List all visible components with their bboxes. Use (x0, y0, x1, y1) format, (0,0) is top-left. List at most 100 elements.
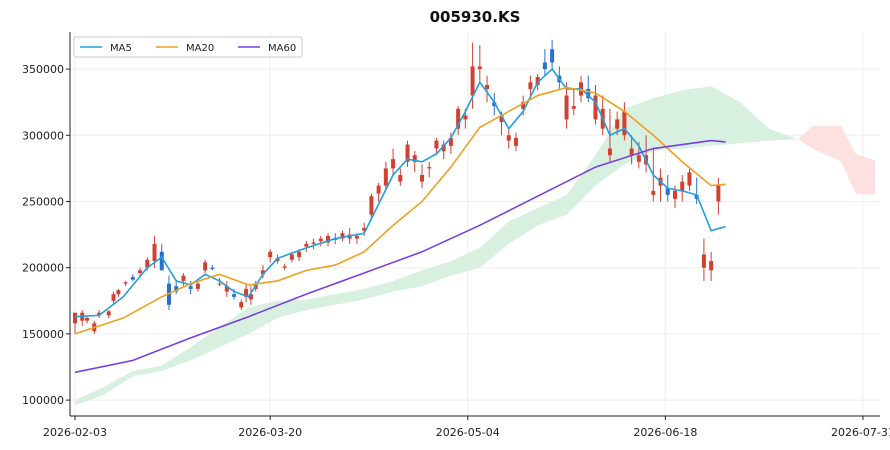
candle-body (369, 196, 374, 215)
candle-body (506, 135, 511, 141)
candle-body (159, 251, 164, 271)
candle-body (607, 148, 612, 156)
candle-body (521, 102, 526, 109)
candle-body (188, 286, 193, 289)
candle-body (304, 243, 309, 247)
x-tick-label: 2026-05-04 (436, 426, 500, 439)
candle-body (123, 282, 128, 284)
candle-body (564, 95, 569, 120)
candle-body (636, 155, 641, 162)
candle-body (282, 266, 287, 268)
x-tick-label: 2026-02-03 (43, 426, 107, 439)
y-tick-label: 350000 (22, 63, 64, 76)
candle-body (528, 82, 533, 89)
candle-body (85, 318, 90, 321)
candle-body (383, 168, 388, 186)
candle-body (210, 267, 215, 270)
candle-body (665, 188, 670, 195)
legend: MA5 MA20 MA60 (73, 36, 303, 58)
moving-averages (74, 67, 726, 374)
candle-body (340, 233, 345, 239)
candle-body (542, 62, 547, 70)
candle-body (376, 185, 381, 194)
candle-body (217, 283, 222, 285)
candle-body (419, 175, 424, 182)
candle-body (448, 137, 453, 146)
candle-body (593, 95, 598, 120)
candle-body (318, 238, 323, 242)
candle-body (456, 108, 461, 129)
candle-body (275, 258, 280, 262)
candle-body (622, 111, 627, 136)
candle-body (203, 262, 208, 271)
x-tick-label: 2026-03-20 (238, 426, 302, 439)
candle-body (97, 312, 102, 316)
y-tick-label: 100000 (22, 394, 64, 407)
candle-body (513, 137, 518, 146)
candle-body (73, 312, 77, 324)
candle-body (398, 175, 403, 182)
candle-body (181, 275, 186, 281)
candle-body (470, 66, 475, 96)
candle-body (232, 294, 237, 297)
legend-label: MA20 (186, 43, 214, 54)
candle-body (701, 254, 706, 268)
candle-body (106, 311, 111, 316)
candle-body (268, 251, 273, 258)
cloud-bullish (75, 86, 798, 406)
axes: 100000 150000 200000 250000 300000 350000 2026… (22, 32, 890, 439)
y-tick-label: 250000 (22, 195, 64, 208)
candle-body (116, 290, 121, 295)
chart-title: 005930.KS (430, 8, 521, 26)
line-ma20 (74, 86, 726, 335)
line-ma60 (74, 139, 726, 374)
line-ma5 (74, 67, 726, 318)
candle-body (477, 66, 482, 70)
x-tick-label: 2026-06-18 (633, 426, 697, 439)
candle-body (651, 190, 656, 195)
candle-body (673, 190, 677, 199)
candle-body (550, 49, 555, 63)
candle-body (492, 102, 497, 107)
legend-label: MA60 (268, 43, 296, 54)
candle-body (195, 283, 200, 289)
candle-body (441, 144, 446, 152)
legend-label: MA5 (110, 43, 132, 54)
candle-body (311, 242, 316, 244)
candle-body (687, 172, 692, 186)
candle-body (224, 286, 229, 292)
y-tick-label: 300000 (22, 129, 64, 142)
candle-body (412, 155, 417, 162)
candle-body (535, 77, 540, 85)
candle-body (586, 88, 591, 99)
y-tick-label: 200000 (22, 262, 64, 275)
candle-body (680, 181, 685, 191)
x-tick-label: 2026-07-31 (831, 426, 890, 439)
candle-body (709, 261, 714, 271)
y-tick-label: 150000 (22, 328, 64, 341)
candle-body (244, 288, 249, 297)
candle-body (174, 286, 179, 292)
candle-body (615, 119, 620, 129)
ichimoku-cloud (75, 86, 875, 406)
candle-body (152, 243, 157, 262)
candle-body (362, 227, 367, 231)
candle-body (326, 235, 331, 243)
candle-body (629, 148, 634, 156)
legend-box (73, 36, 303, 58)
candle-body (111, 294, 116, 301)
candle-body (145, 259, 150, 268)
candle-body (405, 144, 410, 162)
candle-body (138, 270, 143, 273)
candle-body (427, 167, 432, 169)
candle-body (130, 276, 135, 280)
candle-body (297, 251, 302, 258)
candle-body (289, 254, 294, 260)
candle-body (248, 294, 253, 300)
candle-body (434, 140, 439, 149)
candle-body (716, 185, 721, 202)
candle-body (463, 115, 468, 120)
candle-body (354, 235, 359, 239)
candle-body (239, 302, 244, 308)
